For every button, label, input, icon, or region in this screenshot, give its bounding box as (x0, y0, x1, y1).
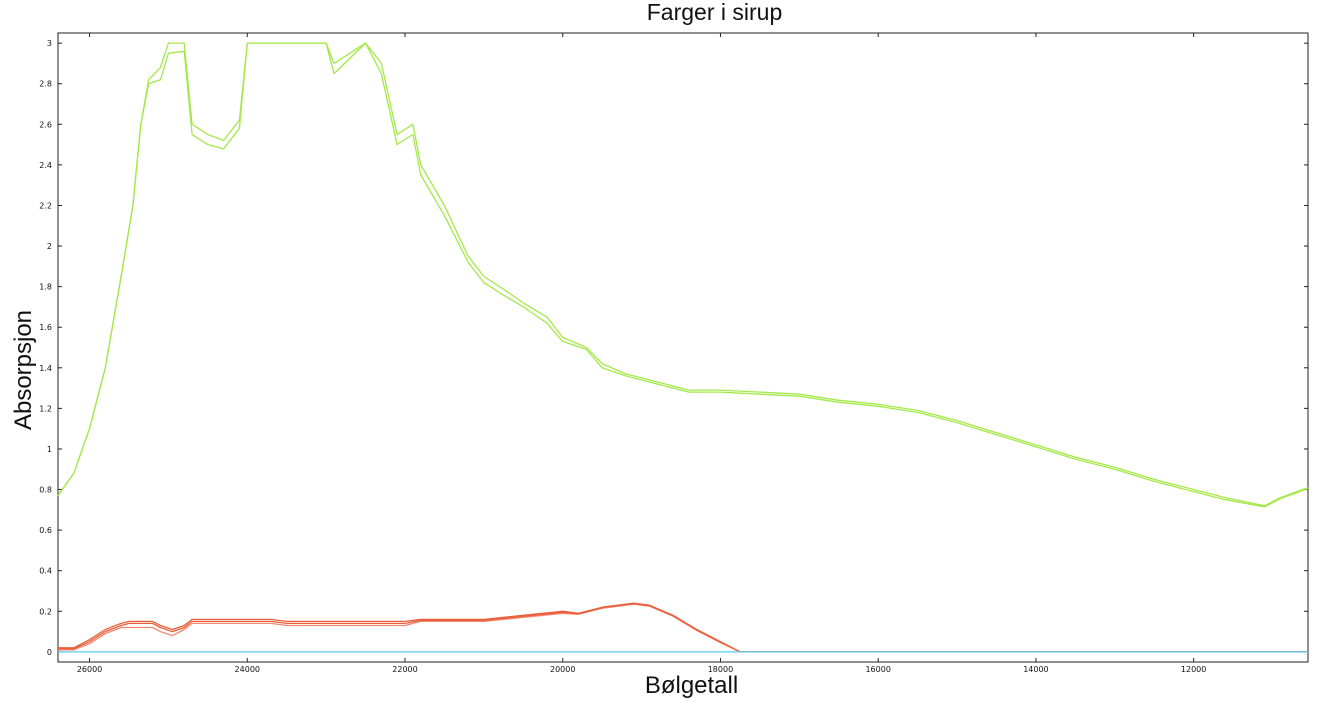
y-tick-label: 2.6 (39, 120, 52, 129)
x-tick-label: 20000 (550, 665, 575, 674)
y-tick-label: 2.4 (39, 161, 52, 170)
y-tick-label: 0.6 (39, 526, 52, 535)
series-line-5 (58, 602, 1308, 653)
y-tick-label: 2 (47, 242, 52, 251)
chart-title: Farger i sirup (646, 0, 783, 25)
x-axis-label: Bølgetall (644, 672, 739, 699)
series-line-3 (58, 602, 1308, 653)
y-tick-label: 1.6 (39, 323, 52, 332)
x-tick-label: 22000 (392, 665, 417, 674)
x-tick-label: 26000 (77, 665, 102, 674)
series-line-4 (58, 603, 1308, 653)
y-tick-label: 1.2 (39, 404, 52, 413)
x-tick-label: 16000 (865, 665, 890, 674)
y-tick-label: 0 (47, 648, 52, 657)
y-tick-label: 2.8 (39, 80, 52, 89)
x-tick-label: 14000 (1023, 665, 1048, 674)
y-tick-label: 0.2 (39, 607, 52, 616)
y-tick-label: 3 (47, 39, 52, 48)
x-tick-label: 24000 (235, 665, 260, 674)
x-tick-label: 12000 (1181, 665, 1206, 674)
x-tick-label: 18000 (708, 665, 733, 674)
series-line-2 (57, 42, 1309, 508)
y-tick-label: 1.4 (39, 364, 52, 373)
y-tick-label: 0.4 (39, 567, 52, 576)
series-line-1 (57, 42, 1309, 507)
y-tick-label: 1 (47, 445, 52, 454)
y-tick-label: 2.2 (39, 201, 52, 210)
plot-frame (57, 32, 1309, 663)
y-tick-label: 0.8 (39, 486, 52, 495)
y-tick-label: 1.8 (39, 283, 52, 292)
